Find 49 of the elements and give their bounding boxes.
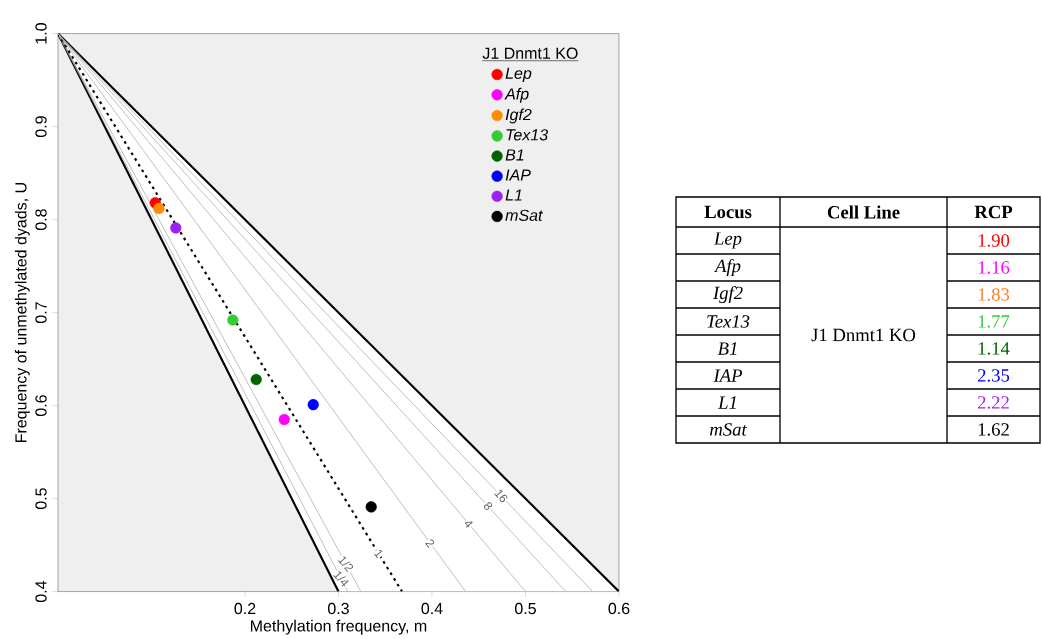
annotation: 8 [483,502,493,510]
y-tick-label: 0.8 [35,209,47,231]
text: Cell Line [827,205,900,219]
text: 1.83 [978,288,1010,301]
category-label: B1 [717,342,737,355]
y-tick-label: 1.0 [35,23,47,44]
category-label: Afp [714,258,741,277]
category-label: Lep [713,232,742,249]
y-tick-label: 0.6 [35,395,47,417]
y-axis-title: Frequency of unmethylated dyads, U [14,183,30,442]
text: RCP [974,205,1013,219]
legend-label: Tex13 [506,129,548,141]
legend-label: B1 [505,149,524,161]
text: 1.77 [978,315,1010,328]
y-tick-label: 0.7 [35,302,47,324]
text: 1.16 [978,261,1010,274]
x-tick-label: 0.5 [514,602,536,615]
text: 2.22 [977,396,1009,409]
y-tick-label: 0.9 [35,116,47,138]
text: 1.14 [978,342,1010,355]
category-label: mSat [710,423,748,436]
category-label: Igf2 [712,285,743,304]
legend-label: IAP [505,169,531,181]
x-tick-label: 0.6 [608,602,630,615]
legend-title: J1 Dnmt1 KO [482,47,578,59]
legend-label: Afp [504,87,529,103]
annotation: 4 [464,521,473,528]
text: 1.62 [978,423,1009,436]
y-tick-label: 0.5 [35,488,47,510]
annotation: 16 [494,489,508,503]
annotation: 1/4 [333,571,349,587]
category-label: L1 [717,396,736,409]
text: Locus [704,205,752,219]
annotation: 1/2 [337,556,354,573]
x-tick-label: 0.2 [234,602,256,615]
legend-label: L1 [505,189,522,201]
category-label: IAP [713,369,743,382]
text: J1 Dnmt1 KO [811,328,916,342]
annotation: 2 [425,539,435,548]
text: 2.35 [977,369,1010,382]
legend-label: Lep [505,67,532,83]
x-tick-label: 0.3 [327,602,349,615]
x-tick-label: 0.4 [421,602,443,615]
legend-label: mSat [505,209,544,221]
legend-label: Igf2 [505,108,532,124]
category-label: Tex13 [707,315,750,328]
x-axis-title: Methylation frequency, m [251,619,427,635]
annotation: 1 [373,549,383,559]
text: 1.90 [978,234,1010,247]
